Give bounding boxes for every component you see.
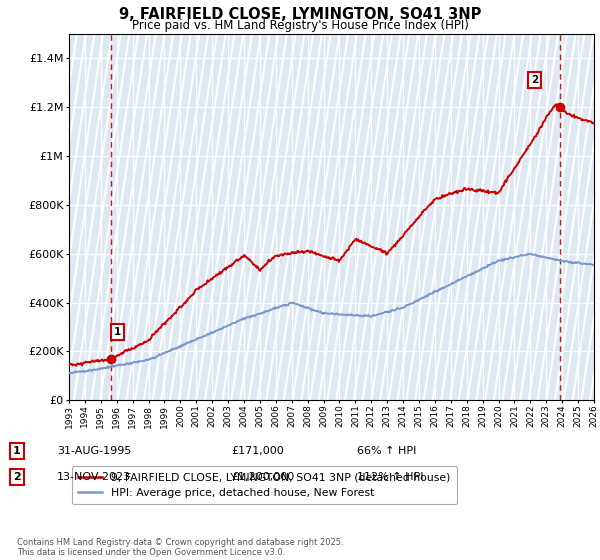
Text: 31-AUG-1995: 31-AUG-1995	[57, 446, 131, 456]
Text: £1,200,000: £1,200,000	[231, 472, 294, 482]
Text: 13-NOV-2023: 13-NOV-2023	[57, 472, 131, 482]
Text: 66% ↑ HPI: 66% ↑ HPI	[357, 446, 416, 456]
Text: 2: 2	[531, 75, 538, 85]
Text: £171,000: £171,000	[231, 446, 284, 456]
Text: 1: 1	[13, 446, 20, 456]
Text: 1: 1	[113, 326, 121, 337]
Text: 2: 2	[13, 472, 20, 482]
Text: Contains HM Land Registry data © Crown copyright and database right 2025.
This d: Contains HM Land Registry data © Crown c…	[17, 538, 343, 557]
Legend: 9, FAIRFIELD CLOSE, LYMINGTON, SO41 3NP (detached house), HPI: Average price, de: 9, FAIRFIELD CLOSE, LYMINGTON, SO41 3NP …	[72, 466, 457, 504]
Text: 9, FAIRFIELD CLOSE, LYMINGTON, SO41 3NP: 9, FAIRFIELD CLOSE, LYMINGTON, SO41 3NP	[119, 7, 481, 22]
Text: 112% ↑ HPI: 112% ↑ HPI	[357, 472, 424, 482]
Text: Price paid vs. HM Land Registry's House Price Index (HPI): Price paid vs. HM Land Registry's House …	[131, 19, 469, 32]
